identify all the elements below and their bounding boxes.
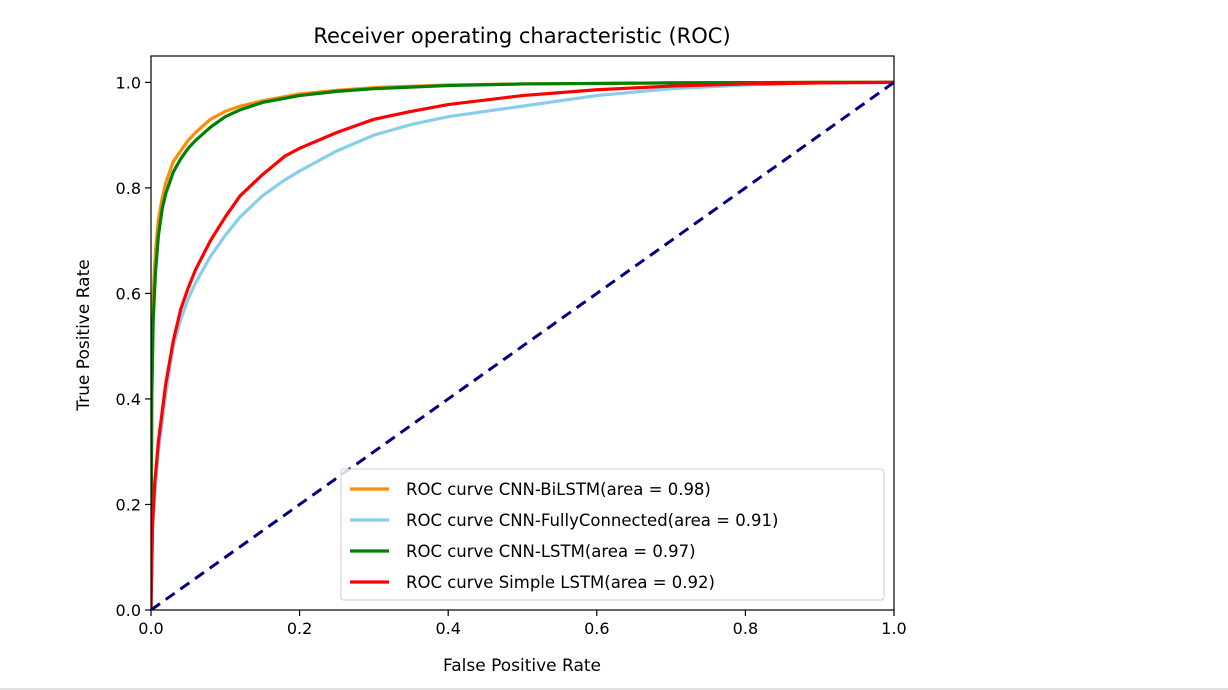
legend: ROC curve CNN-BiLSTM(area = 0.98) ROC cur… [340,468,885,601]
y-tick-label: 1.0 [116,73,141,92]
y-tick-label: 0.6 [116,284,141,303]
plot-frame [150,55,895,611]
y-axis-ticks: 0.0 0.2 0.4 0.6 0.8 1.0 [116,73,151,620]
x-axis-label: False Positive Rate [443,656,601,676]
bottom-border [0,688,1228,690]
legend-label: ROC curve CNN-LSTM(area = 0.97) [406,542,696,561]
y-tick-label: 0.0 [116,601,141,620]
x-tick-label: 0.6 [584,619,609,638]
legend-label: ROC curve CNN-FullyConnected(area = 0.91… [406,511,778,530]
y-tick-label: 0.8 [116,179,141,198]
y-axis-label: True Positive Rate [74,259,94,411]
roc-curve-2 [151,80,894,610]
y-tick-label: 0.2 [116,495,141,514]
legend-label: ROC curve CNN-BiLSTM(area = 0.98) [406,480,711,499]
roc-curves [151,80,894,610]
x-axis-ticks: 0.0 0.2 0.4 0.6 0.8 1.0 [138,610,907,638]
roc-curve-3 [151,80,894,610]
legend-box [340,468,885,601]
legend-label: ROC curve Simple LSTM(area = 0.92) [406,573,715,592]
x-tick-label: 0.0 [138,619,163,638]
chart-title: Receiver operating characteristic (ROC) [313,24,730,48]
x-tick-label: 0.8 [733,619,758,638]
chance-diagonal-line [151,81,894,610]
x-tick-label: 0.2 [287,619,312,638]
x-tick-label: 1.0 [881,619,906,638]
x-tick-label: 0.4 [435,619,460,638]
y-tick-label: 0.4 [116,390,141,409]
